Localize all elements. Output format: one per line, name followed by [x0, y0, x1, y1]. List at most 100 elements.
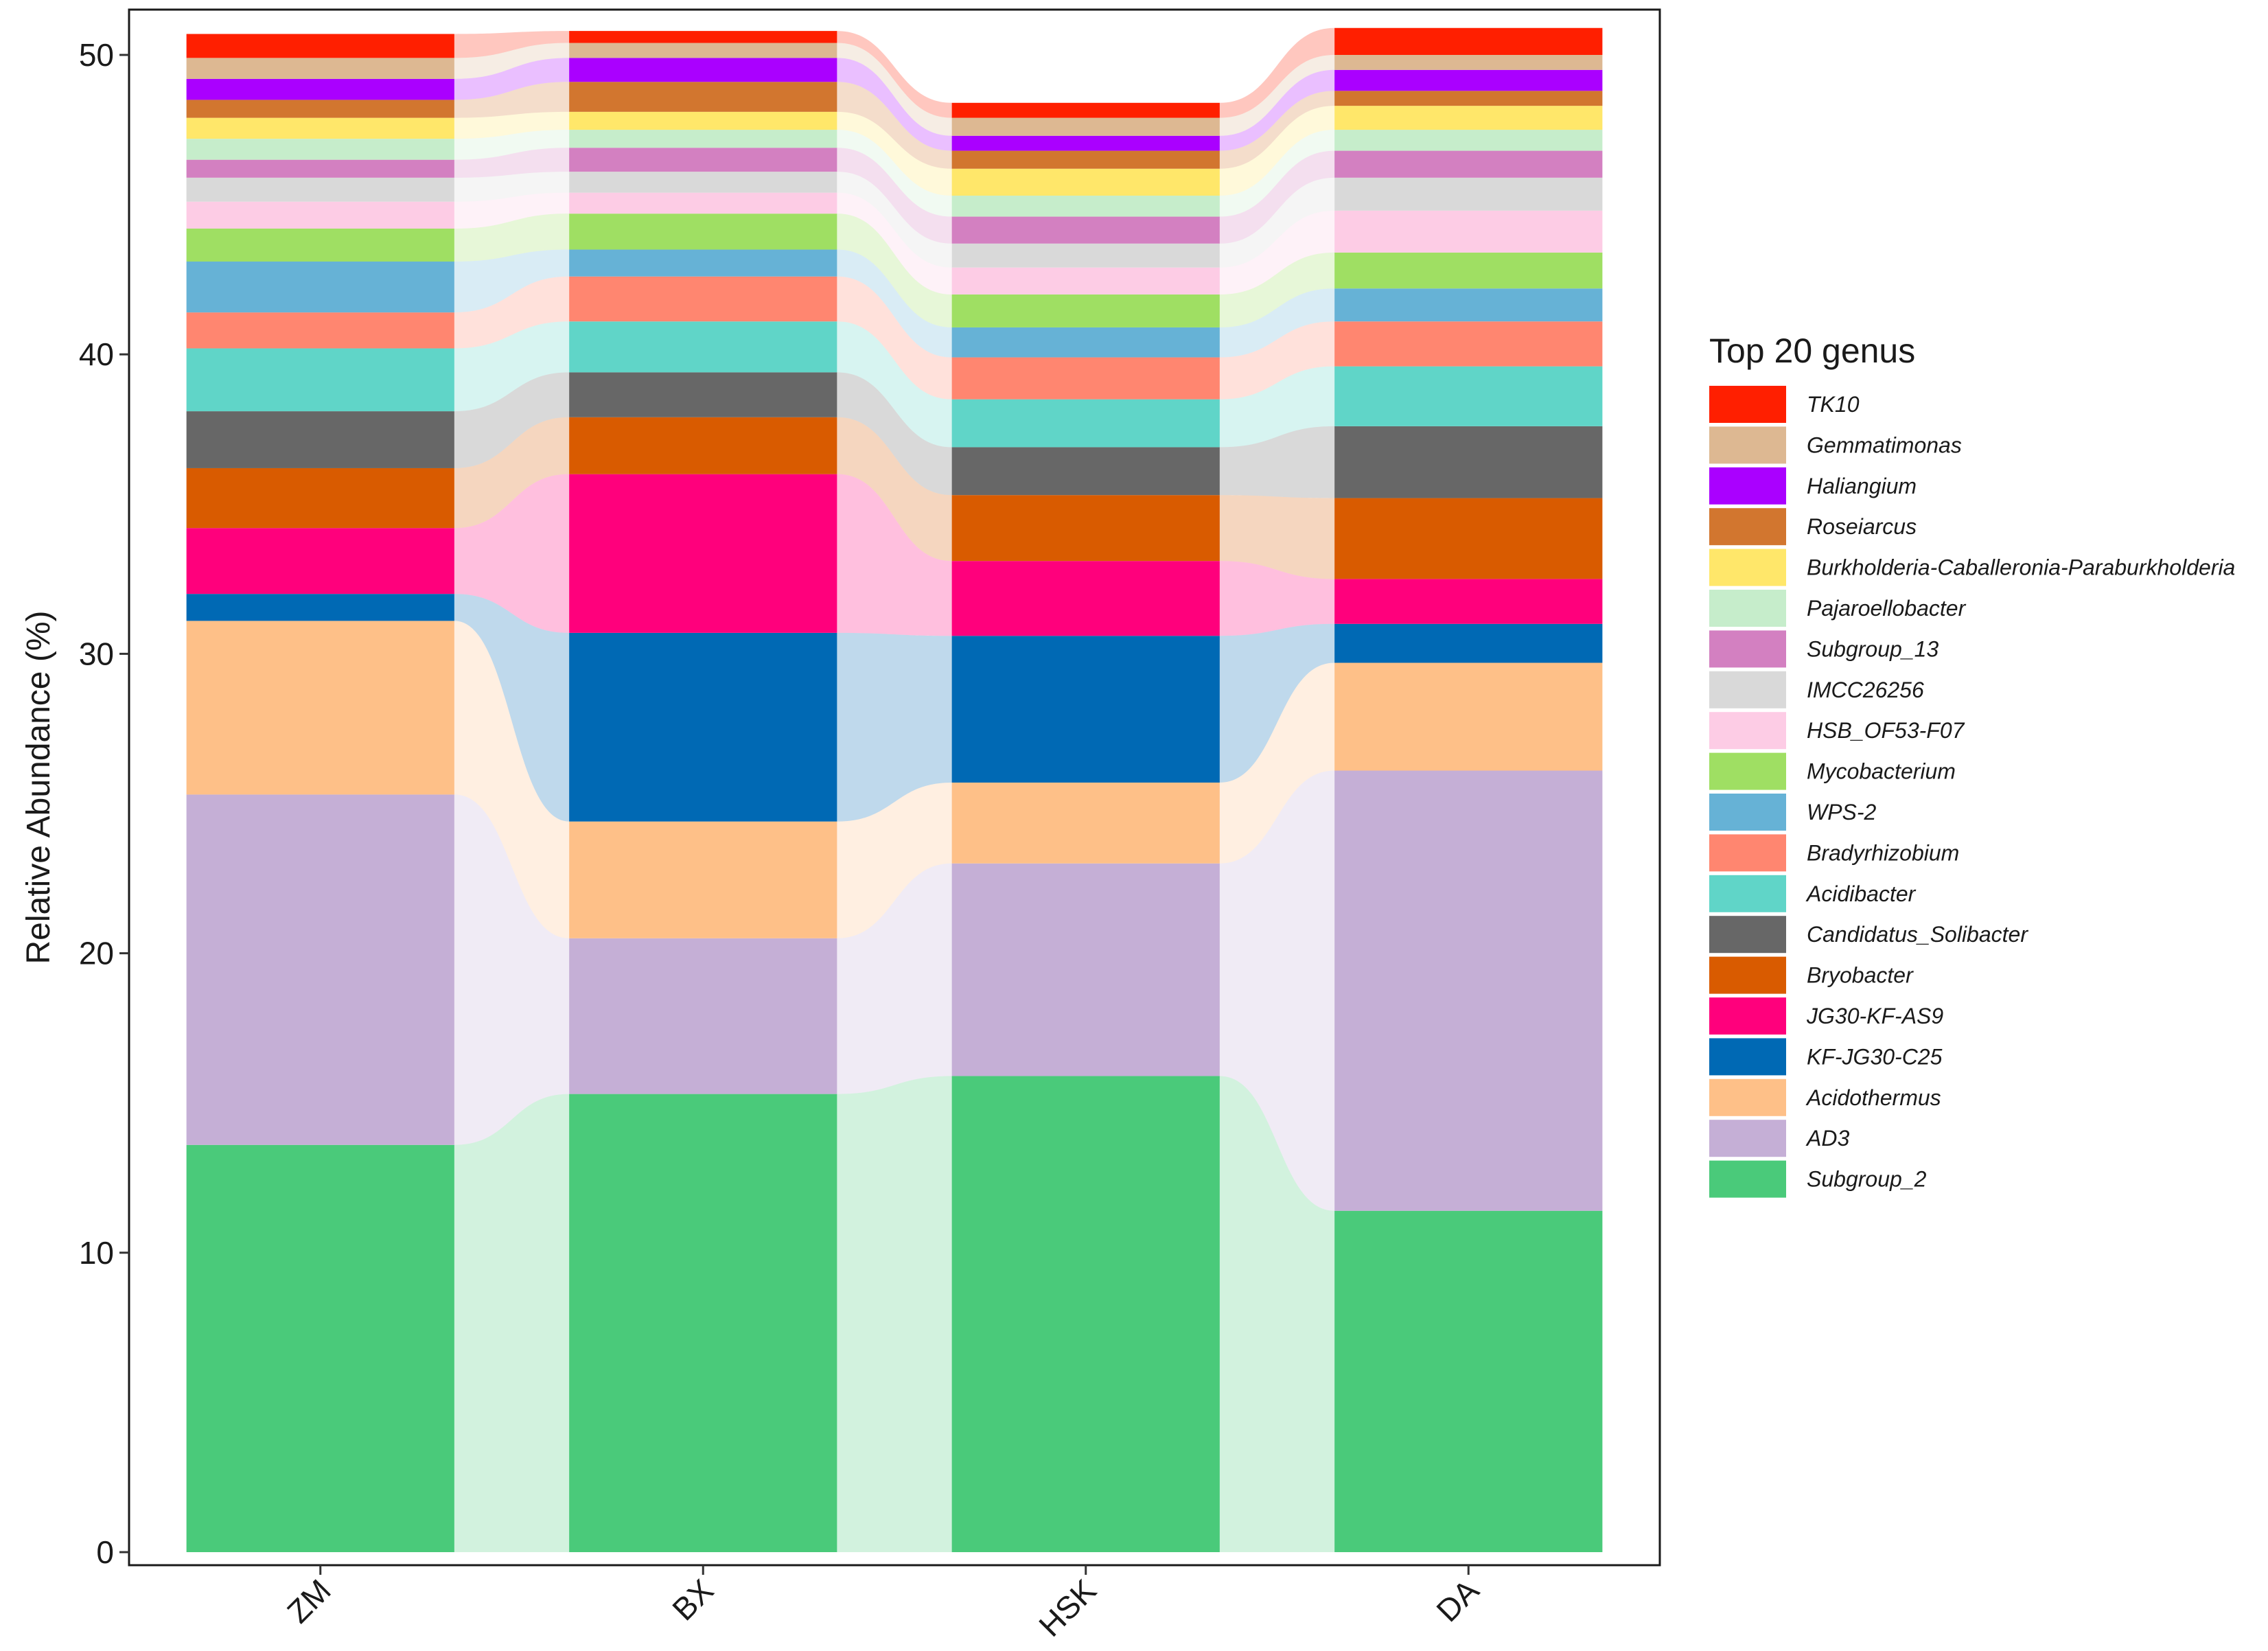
- bar-segment-Subgroup_13-HSK: [951, 216, 1220, 244]
- flow-Burkholderia-Caballeronia-Paraburkholderia-HSK-DA: [1219, 106, 1335, 196]
- legend-label-Acidibacter: Acidibacter: [1805, 881, 1917, 906]
- legend-key-Gemmatimonas: [1709, 426, 1786, 464]
- legend-label-Subgroup_13: Subgroup_13: [1807, 636, 1939, 661]
- flow-TK10-HSK-DA: [1219, 27, 1335, 118]
- legend-label-Bradyrhizobium: Bradyrhizobium: [1807, 840, 1959, 865]
- flow-Acidothermus-HSK-DA: [1219, 662, 1335, 864]
- legend-item-WPS-2: WPS-2: [1709, 794, 1877, 831]
- legend-key-Bradyrhizobium: [1709, 834, 1786, 872]
- flow-AD3-HSK-DA: [1219, 770, 1335, 1211]
- bar-segment-Acidibacter-BX: [569, 321, 837, 373]
- legend-key-Subgroup_2: [1709, 1160, 1786, 1198]
- bar-segment-AD3-DA: [1334, 770, 1603, 1211]
- flow-Haliangium-HSK-DA: [1219, 69, 1335, 151]
- bar-segment-TK10-BX: [569, 31, 837, 43]
- bar-segment-Acidothermus-BX: [569, 821, 837, 938]
- bar-segment-AD3-BX: [569, 938, 837, 1094]
- y-tick-label: 30: [79, 636, 114, 671]
- bar-segment-Bryobacter-BX: [569, 417, 837, 474]
- flow-Roseiarcus-BX-HSK: [837, 82, 952, 169]
- flow-Acidibacter-ZM-BX: [454, 321, 570, 412]
- legend-item-Acidothermus: Acidothermus: [1709, 1078, 1941, 1116]
- bar-segment-WPS-2-ZM: [186, 261, 454, 313]
- y-axis-title: Relative Abundance (%): [21, 611, 57, 965]
- flow-Mycobacterium-HSK-DA: [1219, 252, 1335, 327]
- flow-Bradyrhizobium-ZM-BX: [454, 276, 570, 349]
- legend-key-Bryobacter: [1709, 956, 1786, 994]
- bar-segment-HSB_OF53-F07-HSK: [951, 267, 1220, 295]
- bar-segment-Candidatus_Solibacter-HSK: [951, 447, 1220, 496]
- flow-Pajaroellobacter-ZM-BX: [454, 130, 570, 160]
- bar-segment-HSB_OF53-F07-BX: [569, 192, 837, 214]
- bar-segment-Subgroup_13-BX: [569, 148, 837, 172]
- bar-segment-Subgroup_2-ZM: [186, 1144, 454, 1552]
- flow-Acidothermus-ZM-BX: [454, 621, 570, 938]
- bar-segment-Candidatus_Solibacter-BX: [569, 372, 837, 417]
- bar-segment-Gemmatimonas-BX: [569, 43, 837, 58]
- bar-segment-Subgroup_2-BX: [569, 1094, 837, 1552]
- flow-IMCC26256-HSK-DA: [1219, 177, 1335, 268]
- bar-segment-IMCC26256-HSK: [951, 243, 1220, 268]
- flow-JG30-KF-AS9-ZM-BX: [454, 474, 570, 633]
- bar-segment-Haliangium-BX: [569, 58, 837, 82]
- bar-segment-Burkholderia-Caballeronia-Paraburkholderia-DA: [1334, 106, 1603, 130]
- bar-segment-Pajaroellobacter-ZM: [186, 139, 454, 160]
- legend-key-Candidatus_Solibacter: [1709, 916, 1786, 954]
- bar-segment-JG30-KF-AS9-DA: [1334, 579, 1603, 624]
- legend-key-IMCC26256: [1709, 671, 1786, 708]
- legend-item-Gemmatimonas: Gemmatimonas: [1709, 426, 1962, 464]
- legend-key-KF-JG30-C25: [1709, 1038, 1786, 1076]
- bar-segment-Gemmatimonas-HSK: [951, 117, 1220, 136]
- legend-item-HSB_OF53-F07: HSB_OF53-F07: [1709, 712, 1965, 750]
- bar-segment-TK10-DA: [1334, 27, 1603, 55]
- bar-segment-IMCC26256-DA: [1334, 177, 1603, 211]
- bar-segment-Bradyrhizobium-HSK: [951, 357, 1220, 400]
- bar-segment-AD3-HSK: [951, 863, 1220, 1076]
- flow-TK10-ZM-BX: [454, 31, 570, 58]
- legend-label-Roseiarcus: Roseiarcus: [1807, 514, 1917, 539]
- bar-segment-KF-JG30-C25-ZM: [186, 594, 454, 621]
- flow-Bryobacter-HSK-DA: [1219, 495, 1335, 579]
- bar-segment-Roseiarcus-DA: [1334, 91, 1603, 106]
- flow-IMCC26256-BX-HSK: [837, 172, 952, 268]
- bar-segment-TK10-ZM: [186, 34, 454, 58]
- legend-label-WPS-2: WPS-2: [1807, 800, 1877, 824]
- legend-label-IMCC26256: IMCC26256: [1807, 678, 1924, 702]
- legend-item-Bradyrhizobium: Bradyrhizobium: [1709, 834, 1959, 872]
- bar-layer: [186, 27, 1603, 1552]
- bar-segment-KF-JG30-C25-HSK: [951, 636, 1220, 783]
- legend-item-Subgroup_2: Subgroup_2: [1709, 1160, 1927, 1198]
- flow-Burkholderia-Caballeronia-Paraburkholderia-ZM-BX: [454, 111, 570, 139]
- bar-segment-KF-JG30-C25-BX: [569, 632, 837, 822]
- bar-segment-Subgroup_13-ZM: [186, 159, 454, 178]
- bar-segment-Subgroup_2-DA: [1334, 1210, 1603, 1552]
- legend-key-Subgroup_13: [1709, 630, 1786, 668]
- bar-segment-Burkholderia-Caballeronia-Paraburkholderia-HSK: [951, 168, 1220, 196]
- legend-key-JG30-KF-AS9: [1709, 997, 1786, 1035]
- legend-item-Candidatus_Solibacter: Candidatus_Solibacter: [1709, 916, 2028, 954]
- legend-key-Mycobacterium: [1709, 752, 1786, 790]
- legend-label-Gemmatimonas: Gemmatimonas: [1807, 432, 1962, 457]
- flow-Candidatus_Solibacter-HSK-DA: [1219, 426, 1335, 498]
- legend-label-AD3: AD3: [1805, 1126, 1849, 1151]
- flow-Candidatus_Solibacter-BX-HSK: [837, 372, 952, 496]
- legend-key-WPS-2: [1709, 794, 1786, 831]
- bar-segment-Bradyrhizobium-DA: [1334, 321, 1603, 367]
- bar-segment-JG30-KF-AS9-BX: [569, 474, 837, 633]
- flow-KF-JG30-C25-BX-HSK: [837, 632, 952, 822]
- bar-segment-Bradyrhizobium-BX: [569, 276, 837, 322]
- bar-segment-Acidothermus-HSK: [951, 782, 1220, 864]
- legend-item-Subgroup_13: Subgroup_13: [1709, 630, 1939, 668]
- bar-segment-Haliangium-DA: [1334, 69, 1603, 91]
- legend-label-KF-JG30-C25: KF-JG30-C25: [1807, 1044, 1943, 1069]
- flow-Candidatus_Solibacter-ZM-BX: [454, 372, 570, 468]
- flow-Haliangium-BX-HSK: [837, 58, 952, 151]
- bar-segment-Roseiarcus-BX: [569, 82, 837, 112]
- bar-segment-Mycobacterium-DA: [1334, 252, 1603, 289]
- legend-item-Bryobacter: Bryobacter: [1709, 956, 1914, 994]
- flow-Subgroup_2-HSK-DA: [1219, 1076, 1335, 1552]
- bar-segment-JG30-KF-AS9-ZM: [186, 528, 454, 594]
- legend-item-Haliangium: Haliangium: [1709, 467, 1917, 505]
- flow-IMCC26256-ZM-BX: [454, 172, 570, 202]
- flow-Acidibacter-BX-HSK: [837, 321, 952, 448]
